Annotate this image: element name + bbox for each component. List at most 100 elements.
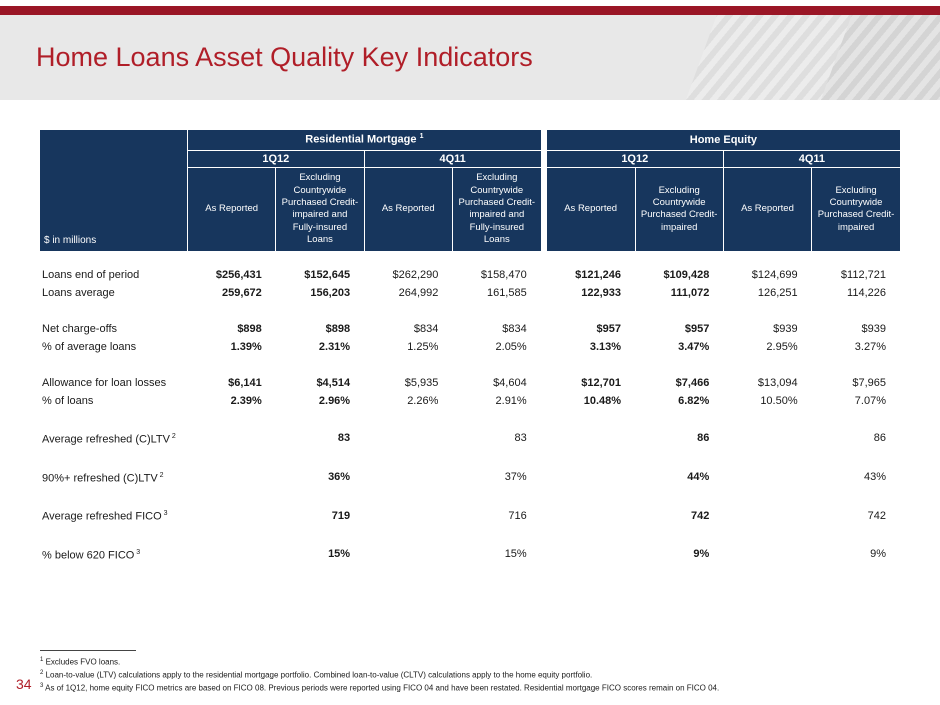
header-band: Home Loans Asset Quality Key Indicators — [0, 15, 940, 100]
col-header-rm-4q11-as-reported: As Reported — [363, 167, 453, 251]
table-cell: 83 — [514, 432, 527, 445]
table-cell: 2.26% — [407, 395, 439, 407]
table-cell — [364, 467, 452, 488]
table-row: Average refreshed (C)LTV 2 83 83 86 86 — [40, 428, 900, 449]
table-cell — [723, 428, 811, 449]
table-cell: $121,246 — [575, 269, 622, 281]
table-cell: 86 — [697, 432, 710, 445]
table-row: % of average loans 1.39% 2.31% 1.25% 2.05% 3.… — [40, 338, 900, 356]
table-cell: 15% — [328, 548, 351, 561]
group-header-residential-mortgage: Residential Mortgage 1 — [187, 130, 541, 151]
table-cell: $4,514 — [316, 377, 351, 389]
table-cell: 1.39% — [230, 341, 262, 353]
footnotes: 1 Excludes FVO loans. 2 Loan-to-value (L… — [40, 650, 904, 694]
col-header-he-4q11-as-reported: As Reported — [722, 167, 812, 251]
table-cell: 2.95% — [766, 341, 798, 353]
table-cell: 114,226 — [847, 287, 886, 299]
spacer-cell — [40, 449, 900, 467]
col-header-he-4q11-excluding: Excluding Countrywide Purchased Credit-i… — [811, 167, 900, 251]
period-rm-4q11: 4Q11 — [363, 150, 541, 168]
spacer-cell — [40, 487, 900, 505]
table-cell: $4,604 — [493, 377, 527, 389]
table-cell — [723, 467, 811, 488]
spacer-row — [40, 487, 900, 505]
table-cell: 122,933 — [581, 287, 622, 299]
table-cell: 83 — [337, 432, 351, 445]
table-cell — [547, 505, 635, 526]
table-cell: $13,094 — [757, 377, 798, 389]
table-cell: $939 — [773, 323, 798, 335]
period-he-4q11: 4Q11 — [722, 150, 900, 168]
table-cell: 7.07% — [854, 395, 886, 407]
footnote-rule — [40, 650, 136, 651]
table-cell: $262,290 — [392, 269, 439, 281]
table-cell: 2.96% — [318, 395, 351, 407]
group-divider — [540, 130, 547, 251]
spacer-cell — [40, 356, 900, 374]
table-cell: $124,699 — [751, 269, 798, 281]
units-label-cell: $ in millions — [40, 130, 188, 251]
table-cell: $957 — [684, 323, 710, 335]
table-cell: $834 — [502, 323, 527, 335]
row-label: Net charge-offs — [42, 323, 118, 335]
table-row: 90%+ refreshed (C)LTV 2 36% 37% 44% 43% — [40, 467, 900, 488]
table-cell: 716 — [508, 509, 527, 522]
table-cell: $112,721 — [840, 269, 886, 281]
table-cell — [364, 544, 452, 565]
table-cell: 3.13% — [589, 341, 622, 353]
col-header-rm-1q12-as-reported: As Reported — [187, 167, 276, 251]
table-cell: 36% — [328, 470, 351, 483]
period-he-1q12: 1Q12 — [546, 150, 724, 168]
col-header-rm-1q12-excluding: Excluding Countrywide Purchased Credit-i… — [275, 167, 365, 251]
table-cell: $898 — [237, 323, 262, 335]
table-cell — [723, 544, 811, 565]
table-cell — [188, 467, 276, 488]
table-row: Net charge-offs $898 $898 $834 $834 $957 $957 $… — [40, 320, 900, 338]
row-label: % of loans — [42, 395, 94, 407]
table-cell: $7,466 — [675, 377, 710, 389]
table-cell: $6,141 — [228, 377, 262, 389]
table-cell: 111,072 — [670, 287, 710, 299]
row-label: Average refreshed (C)LTV 2 — [42, 433, 176, 446]
footnote-2: 2 Loan-to-value (LTV) calculations apply… — [40, 670, 593, 680]
top-accent-bar — [0, 6, 940, 15]
column-header-row: As Reported Excluding Countrywide Purcha… — [40, 167, 900, 251]
page-number: 34 — [16, 676, 32, 692]
table-row: Average refreshed FICO 3 719 716 742 742 — [40, 505, 900, 526]
table-cell: 2.05% — [495, 341, 527, 353]
col-header-he-1q12-as-reported: As Reported — [546, 167, 636, 251]
table-cell: 2.39% — [230, 395, 262, 407]
table-cell: 1.25% — [407, 341, 439, 353]
row-label: Allowance for loan losses — [42, 377, 167, 389]
table-cell — [188, 505, 276, 526]
footnote-1: 1 Excludes FVO loans. — [40, 657, 121, 667]
table-cell: $152,645 — [304, 269, 351, 281]
table-row: % of loans 2.39% 2.96% 2.26% 2.91% 10.48% 6.82… — [40, 392, 900, 410]
table-cell: 15% — [504, 548, 527, 561]
slide-title: Home Loans Asset Quality Key Indicators — [36, 42, 533, 72]
table-cell — [188, 428, 276, 449]
table-body: Loans end of period $256,431 $152,645 $262,… — [40, 251, 900, 565]
table-cell: 37% — [504, 470, 527, 483]
table-cell — [547, 467, 635, 488]
table-row: Allowance for loan losses $6,141 $4,514 $5,… — [40, 374, 900, 392]
period-rm-1q12: 1Q12 — [187, 150, 365, 168]
table-cell: 44% — [687, 470, 710, 483]
period-header-row: 1Q12 4Q11 1Q12 4Q11 — [40, 150, 900, 168]
data-table: $ in millions Residential Mortgage 1 Hom… — [40, 130, 900, 565]
table-cell: $834 — [413, 323, 439, 335]
table-cell: $898 — [325, 323, 351, 335]
table-cell: 10.48% — [583, 395, 622, 407]
table-cell: 10.50% — [760, 395, 798, 407]
row-label: Average refreshed FICO 3 — [42, 510, 168, 523]
table-cell: 9% — [693, 548, 710, 561]
table-cell: $256,431 — [215, 269, 262, 281]
table-cell: 2.91% — [495, 395, 527, 407]
table-cell: 742 — [867, 509, 886, 522]
row-label: % below 620 FICO 3 — [42, 548, 141, 562]
col-header-he-1q12-excluding: Excluding Countrywide Purchased Credit-i… — [634, 167, 724, 251]
table-cell — [547, 544, 635, 565]
table-cell: 43% — [863, 470, 886, 483]
col-header-rm-4q11-excluding: Excluding Countrywide Purchased Credit-i… — [451, 167, 541, 251]
